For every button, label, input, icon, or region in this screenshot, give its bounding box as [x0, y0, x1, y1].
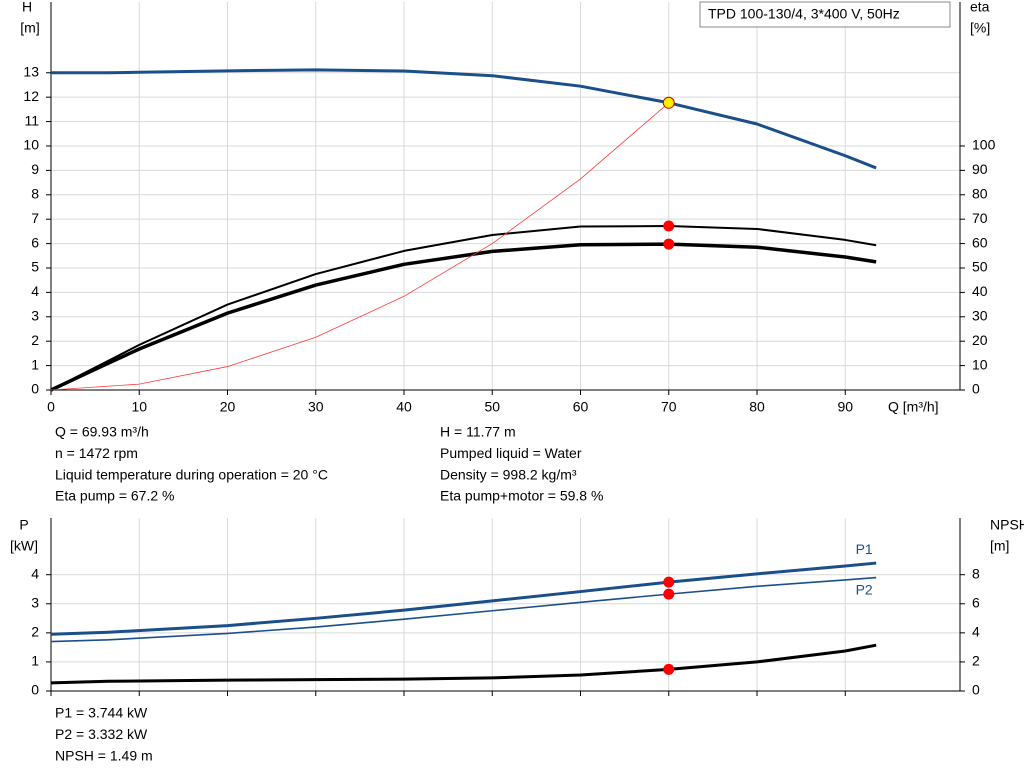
y-tick-label: 3 [31, 594, 39, 610]
operating-point [663, 238, 675, 250]
y-tick-label: 2 [31, 332, 39, 348]
x-tick-label: 10 [131, 399, 147, 415]
y-tick-label: 1 [31, 653, 39, 669]
curve [50, 576, 877, 643]
y-axis-label: H [22, 0, 32, 15]
chart-title: TPD 100-130/4, 3*400 V, 50Hz [708, 6, 900, 22]
y-tick-label: 7 [31, 210, 39, 226]
y2-tick-label: 20 [972, 332, 988, 348]
y-tick-label: 10 [23, 137, 39, 153]
y2-tick-label: 40 [972, 283, 988, 299]
curve [50, 643, 877, 685]
x-tick-label: 70 [661, 399, 677, 415]
y2-axis-unit: [%] [970, 20, 990, 36]
info-text: n = 1472 rpm [55, 445, 138, 461]
x-tick-label: 20 [220, 399, 236, 415]
y2-axis-label: eta [970, 0, 990, 15]
x-tick-label: 0 [47, 399, 55, 415]
y-tick-label: 0 [31, 682, 39, 698]
y2-tick-label: 50 [972, 259, 988, 275]
x-tick-label: 30 [308, 399, 324, 415]
series-label: P2 [856, 581, 873, 597]
y-axis-unit: [kW] [10, 538, 38, 554]
x-axis-label: Q [m³/h] [888, 399, 939, 415]
info-text: P1 = 3.744 kW [55, 705, 148, 721]
y2-axis-unit: [m] [990, 538, 1009, 554]
y2-tick-label: 6 [972, 594, 980, 610]
y-tick-label: 1 [31, 356, 39, 372]
y2-tick-label: 70 [972, 210, 988, 226]
y-tick-label: 4 [31, 565, 39, 581]
x-tick-label: 60 [573, 399, 589, 415]
info-text: Q = 69.93 m³/h [55, 424, 149, 440]
y-tick-label: 2 [31, 624, 39, 640]
info-text: Liquid temperature during operation = 20… [55, 466, 328, 482]
curve [50, 225, 877, 391]
info-text: P2 = 3.332 kW [55, 726, 148, 742]
y2-tick-label: 4 [972, 624, 980, 640]
y-tick-label: 5 [31, 259, 39, 275]
y-tick-label: 11 [24, 112, 39, 128]
x-tick-label: 40 [396, 399, 412, 415]
info-text: H = 11.77 m [440, 424, 516, 440]
y-tick-label: 3 [31, 307, 39, 323]
y-axis-unit: [m] [20, 20, 39, 36]
y2-tick-label: 10 [972, 356, 988, 372]
curve [50, 561, 877, 636]
y2-tick-label: 30 [972, 307, 988, 323]
y2-tick-label: 0 [972, 381, 980, 397]
y-tick-label: 9 [31, 161, 39, 177]
y-tick-label: 6 [31, 234, 39, 250]
x-tick-label: 50 [484, 399, 500, 415]
y2-tick-label: 90 [972, 161, 988, 177]
series-label: P1 [856, 541, 873, 557]
y-tick-label: 8 [31, 185, 39, 201]
x-tick-label: 80 [749, 399, 765, 415]
curve [50, 102, 670, 391]
info-text: Density = 998.2 kg/m³ [440, 466, 577, 482]
y2-tick-label: 0 [972, 682, 980, 698]
y-tick-label: 4 [31, 283, 39, 299]
title-box [699, 1, 951, 28]
info-text: Pumped liquid = Water [440, 445, 582, 461]
operating-point [663, 576, 675, 588]
y-tick-label: 12 [23, 88, 39, 104]
info-text: NPSH = 1.49 m [55, 747, 153, 763]
curve [50, 242, 877, 392]
y2-tick-label: 2 [972, 653, 980, 669]
y2-tick-label: 60 [972, 234, 988, 250]
y2-tick-label: 100 [972, 137, 996, 153]
curve [51, 68, 877, 170]
info-text: Eta pump+motor = 59.8 % [440, 488, 603, 504]
operating-point [663, 663, 675, 675]
y-tick-label: 0 [31, 381, 39, 397]
y2-tick-label: 8 [972, 565, 980, 581]
y2-axis-label: NPSH [990, 517, 1024, 533]
info-text: Eta pump = 67.2 % [55, 488, 174, 504]
operating-point [663, 588, 675, 600]
y2-tick-label: 80 [972, 185, 988, 201]
x-tick-label: 90 [837, 399, 853, 415]
operating-point [663, 220, 675, 232]
y-tick-label: 13 [23, 63, 39, 79]
operating-point [662, 96, 675, 109]
y-axis-label: P [19, 517, 28, 533]
